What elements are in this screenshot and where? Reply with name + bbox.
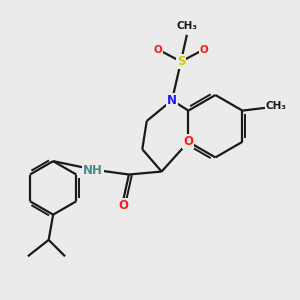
Text: CH₃: CH₃	[266, 101, 287, 111]
Text: S: S	[177, 55, 185, 68]
Text: O: O	[200, 45, 208, 55]
Text: O: O	[183, 135, 194, 148]
Text: CH₃: CH₃	[176, 21, 197, 31]
Text: O: O	[118, 199, 128, 212]
Text: NH: NH	[83, 164, 103, 177]
Text: N: N	[167, 94, 177, 107]
Text: O: O	[154, 45, 162, 55]
